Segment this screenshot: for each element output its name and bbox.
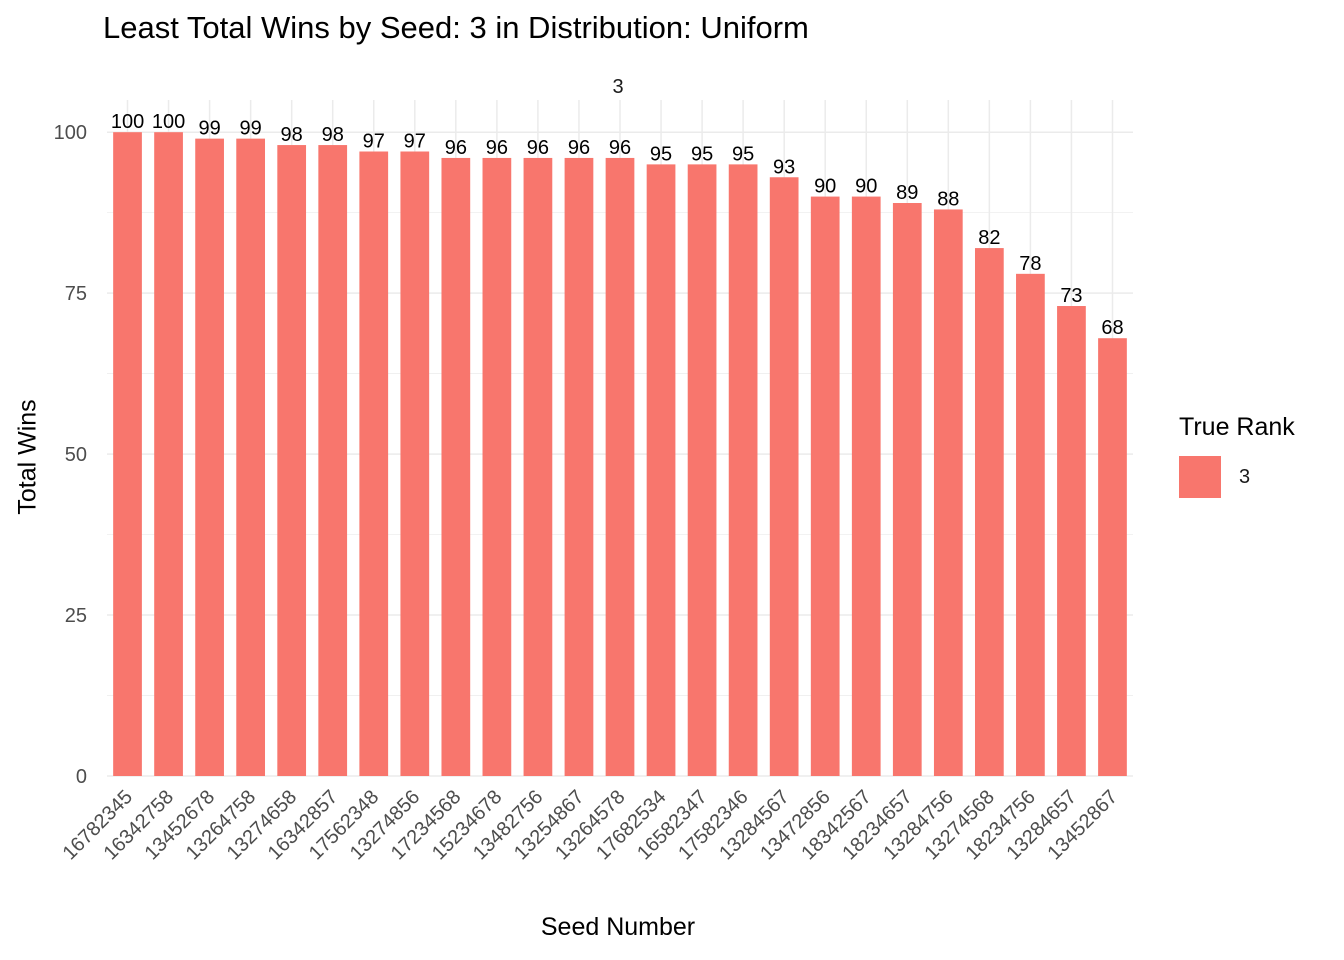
y-axis-title: Total Wins (13, 399, 42, 515)
bar (441, 157, 471, 776)
bar-value-label: 78 (1019, 253, 1041, 275)
bar-value-label: 96 (527, 137, 549, 159)
bar (728, 164, 758, 776)
bar (564, 157, 594, 776)
bar-value-label: 98 (322, 124, 344, 146)
bar-value-label: 73 (1060, 285, 1082, 307)
bar-value-label: 96 (486, 137, 508, 159)
bar-value-label: 88 (937, 188, 959, 210)
legend: True Rank 3 (1179, 413, 1295, 498)
bar (359, 151, 389, 776)
bar (195, 138, 224, 777)
bar-value-label: 96 (609, 137, 631, 159)
bar (687, 164, 717, 776)
legend-item-label: 3 (1239, 465, 1251, 488)
bar (113, 132, 142, 776)
bar (236, 138, 266, 777)
bar-value-label: 82 (978, 227, 1000, 249)
bar-value-label: 95 (691, 143, 713, 165)
bar-value-label: 99 (198, 118, 220, 140)
bar (1057, 306, 1086, 776)
bar (933, 209, 963, 776)
bar (892, 203, 922, 776)
bar-value-label: 93 (773, 156, 795, 178)
legend-item: 3 (1179, 456, 1295, 498)
bar-value-label: 98 (281, 124, 303, 146)
bar (1098, 338, 1127, 776)
x-axis-title: Seed Number (540, 913, 696, 941)
bar-value-label: 100 (152, 111, 185, 133)
bar (769, 177, 799, 776)
bar (646, 164, 676, 776)
bar (277, 145, 307, 777)
bar-value-label: 100 (111, 111, 144, 133)
y-tick-label: 100 (54, 122, 87, 144)
bar (605, 157, 635, 776)
bar (523, 157, 553, 776)
bar (810, 196, 840, 777)
bar-value-label: 97 (404, 131, 426, 153)
bar-value-label: 99 (240, 118, 262, 140)
bar-value-label: 90 (814, 176, 836, 198)
bar-value-label: 89 (896, 182, 918, 204)
y-tick-label: 0 (76, 766, 87, 788)
legend-title: True Rank (1179, 413, 1295, 441)
bar-value-label: 95 (732, 143, 754, 165)
bar (154, 132, 183, 776)
bar (400, 151, 430, 776)
y-tick-label: 50 (65, 444, 87, 466)
chart-title: Least Total Wins by Seed: 3 in Distribut… (103, 10, 809, 45)
y-tick-label: 75 (65, 283, 87, 305)
bar-value-label: 96 (568, 137, 590, 159)
facet-strip-label: 3 (612, 76, 624, 98)
bar-value-label: 95 (650, 143, 672, 165)
legend-key-swatch (1179, 456, 1221, 498)
bar (318, 145, 348, 777)
bar (851, 196, 881, 777)
bar (1016, 273, 1045, 776)
bar (482, 157, 512, 776)
bar (974, 248, 1004, 777)
bar-value-label: 96 (445, 137, 467, 159)
bar-value-label: 90 (855, 176, 877, 198)
bar-value-label: 68 (1101, 317, 1123, 339)
bar-value-label: 97 (363, 131, 385, 153)
y-tick-label: 25 (65, 605, 87, 627)
